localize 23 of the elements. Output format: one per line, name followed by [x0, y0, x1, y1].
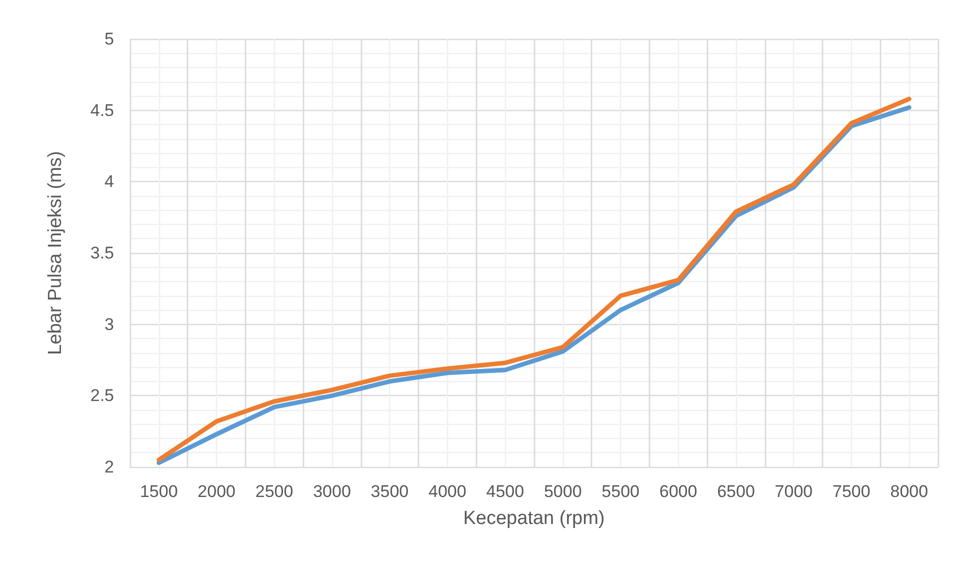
x-tick-label: 3000	[313, 482, 351, 501]
y-tick-label: 2.5	[90, 386, 114, 406]
y-axis-title: Lebar Pulsa Injeksi (ms)	[45, 151, 66, 355]
y-tick-label: 5	[104, 30, 114, 48]
x-tick-label: 2000	[198, 482, 236, 501]
x-tick-label: 5000	[544, 482, 582, 501]
y-tick-label: 3.5	[90, 244, 114, 262]
x-tick-label: 7000	[774, 482, 813, 501]
x-tick-label: 7500	[832, 482, 870, 501]
x-tick-label: 1500	[140, 482, 178, 501]
x-tick-label: 3500	[370, 482, 409, 501]
y-tick-label: 3	[104, 314, 114, 334]
x-tick-label: 2500	[255, 482, 294, 501]
x-tick-label: 6500	[717, 482, 755, 501]
x-axis-title: Kecepatan (rpm)	[463, 508, 605, 529]
x-tick-label: 8000	[890, 482, 928, 501]
x-tick-label: 5500	[602, 482, 640, 501]
y-tick-label: 4.5	[90, 100, 114, 120]
x-tick-label: 6000	[659, 482, 698, 501]
y-tick-label: 4	[104, 172, 114, 192]
y-tick-label: 2	[104, 458, 114, 476]
x-tick-label: 4000	[428, 482, 466, 501]
x-tick-label: 4500	[486, 482, 524, 501]
